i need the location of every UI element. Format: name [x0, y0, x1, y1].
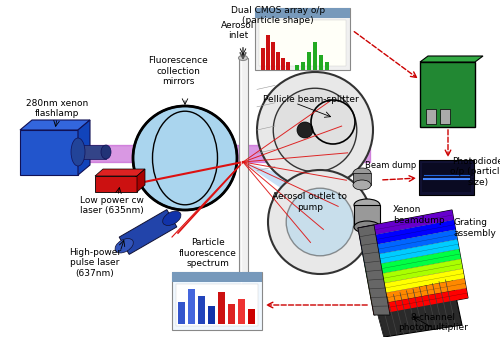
- Ellipse shape: [354, 199, 380, 211]
- Bar: [261, 48, 264, 70]
- Text: Aerosol outlet to
pump: Aerosol outlet to pump: [272, 192, 347, 212]
- Bar: [95, 176, 137, 192]
- Polygon shape: [148, 150, 243, 167]
- Text: Dual CMOS array o/p
(particle shape): Dual CMOS array o/p (particle shape): [231, 6, 325, 25]
- Bar: [178, 302, 185, 324]
- Ellipse shape: [238, 285, 248, 290]
- Bar: [255, 8, 350, 70]
- Text: Low power cw
laser (635nm): Low power cw laser (635nm): [80, 196, 144, 215]
- Circle shape: [286, 188, 354, 256]
- Polygon shape: [137, 169, 145, 192]
- Ellipse shape: [162, 211, 181, 225]
- Bar: [172, 272, 262, 330]
- Text: Beam dump: Beam dump: [365, 160, 416, 170]
- Bar: [307, 52, 311, 70]
- Bar: [319, 55, 323, 70]
- Bar: [313, 42, 317, 70]
- Text: 280nm xenon
flashlamp: 280nm xenon flashlamp: [26, 99, 88, 118]
- Ellipse shape: [353, 168, 371, 178]
- Bar: [426, 109, 436, 124]
- Bar: [301, 62, 305, 70]
- Text: 8-channel
photomultiplier: 8-channel photomultiplier: [398, 313, 468, 332]
- Bar: [255, 8, 350, 18]
- Ellipse shape: [353, 180, 371, 190]
- Polygon shape: [374, 278, 462, 337]
- Bar: [188, 289, 195, 324]
- Bar: [238, 299, 245, 324]
- Polygon shape: [243, 162, 385, 258]
- Circle shape: [273, 88, 357, 172]
- Polygon shape: [358, 210, 468, 315]
- Polygon shape: [20, 130, 78, 175]
- Bar: [198, 296, 205, 324]
- Ellipse shape: [101, 145, 111, 159]
- Text: Particle
fluorescence
spectrum: Particle fluorescence spectrum: [179, 238, 237, 268]
- Bar: [239, 58, 248, 288]
- Bar: [286, 62, 290, 70]
- Bar: [172, 272, 262, 282]
- Bar: [78, 145, 106, 159]
- Polygon shape: [368, 269, 464, 296]
- Bar: [422, 163, 471, 192]
- Bar: [276, 52, 280, 70]
- Polygon shape: [372, 288, 468, 315]
- Polygon shape: [420, 56, 483, 62]
- Polygon shape: [78, 120, 90, 175]
- Bar: [325, 62, 329, 70]
- Bar: [354, 205, 380, 227]
- Bar: [248, 309, 255, 324]
- Polygon shape: [95, 169, 145, 176]
- Text: Aerosol
inlet: Aerosol inlet: [222, 21, 254, 40]
- Text: Xenon
beamdump: Xenon beamdump: [393, 205, 444, 225]
- Bar: [353, 173, 371, 185]
- Bar: [419, 160, 474, 195]
- Text: Photodiode
o/p (particle
size): Photodiode o/p (particle size): [450, 157, 500, 187]
- Circle shape: [257, 72, 373, 188]
- Polygon shape: [119, 210, 177, 254]
- Polygon shape: [358, 210, 454, 238]
- Bar: [420, 62, 475, 127]
- Text: Pellicle beam-splitter: Pellicle beam-splitter: [263, 95, 359, 104]
- Bar: [271, 42, 274, 70]
- Text: High-power
pulse laser
(637nm): High-power pulse laser (637nm): [69, 248, 121, 278]
- Bar: [295, 65, 299, 70]
- Ellipse shape: [71, 138, 85, 166]
- Bar: [218, 292, 225, 324]
- Circle shape: [297, 122, 313, 138]
- Bar: [266, 35, 270, 70]
- Ellipse shape: [238, 56, 248, 61]
- Bar: [440, 109, 450, 124]
- Ellipse shape: [354, 221, 380, 233]
- Bar: [176, 284, 258, 326]
- Bar: [208, 306, 215, 324]
- Polygon shape: [370, 278, 466, 305]
- Ellipse shape: [115, 239, 134, 253]
- Circle shape: [133, 106, 237, 210]
- Polygon shape: [367, 259, 462, 286]
- Circle shape: [268, 170, 372, 274]
- Polygon shape: [362, 229, 458, 257]
- Text: Fluorescence
collection
mirrors: Fluorescence collection mirrors: [148, 56, 208, 86]
- Polygon shape: [360, 220, 456, 247]
- Bar: [228, 304, 235, 324]
- Polygon shape: [358, 225, 390, 315]
- Polygon shape: [364, 239, 459, 267]
- Bar: [259, 20, 346, 66]
- Polygon shape: [365, 249, 461, 276]
- Bar: [281, 58, 284, 70]
- Polygon shape: [20, 120, 90, 130]
- Text: Grating
assembly: Grating assembly: [453, 218, 496, 238]
